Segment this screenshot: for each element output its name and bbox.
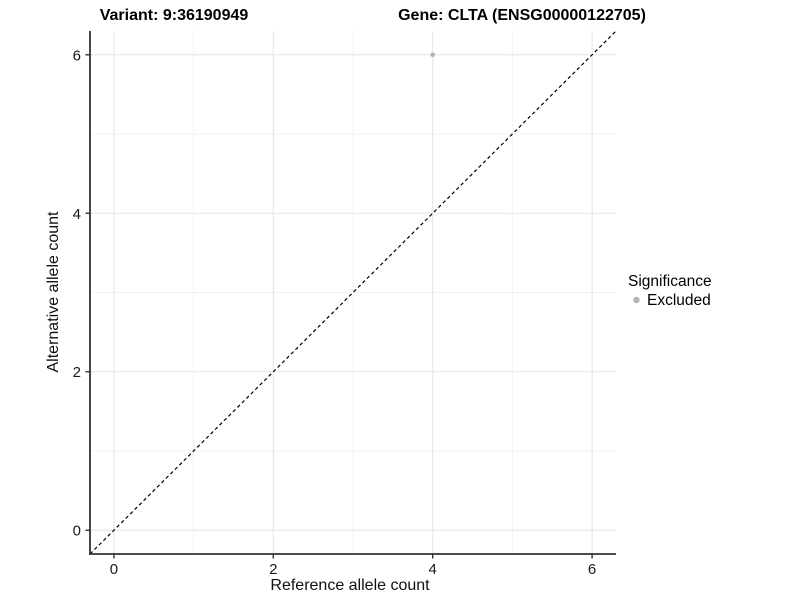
x-tick-label: 6 (588, 561, 596, 578)
y-tick-label: 4 (73, 206, 81, 223)
legend-title: Significance (628, 273, 712, 290)
gridlines-major (90, 31, 616, 554)
axis-tick-labels: 0 2 4 6 0 2 4 6 (73, 47, 597, 578)
legend-key-dot-icon (633, 296, 640, 304)
y-tick-label: 6 (73, 47, 81, 64)
y-tick-label: 2 (73, 364, 81, 381)
y-tick-label: 0 (73, 523, 81, 540)
plot-title-variant: Variant: 9:36190949 (100, 7, 249, 24)
data-points (430, 52, 435, 58)
y-axis-title: Alternative allele count (45, 211, 62, 373)
legend: Significance Excluded (628, 273, 712, 309)
data-point (430, 52, 435, 58)
x-tick-label: 4 (429, 561, 437, 578)
x-axis-title: Reference allele count (270, 577, 430, 594)
plot-title-gene: Gene: CLTA (ENSG00000122705) (398, 7, 646, 24)
x-tick-label: 0 (110, 561, 118, 578)
x-tick-label: 2 (269, 561, 277, 578)
legend-item-label: Excluded (647, 292, 711, 309)
identity-line (89, 30, 617, 555)
gridlines-minor (90, 31, 616, 554)
identity-dashed-line (89, 30, 617, 555)
